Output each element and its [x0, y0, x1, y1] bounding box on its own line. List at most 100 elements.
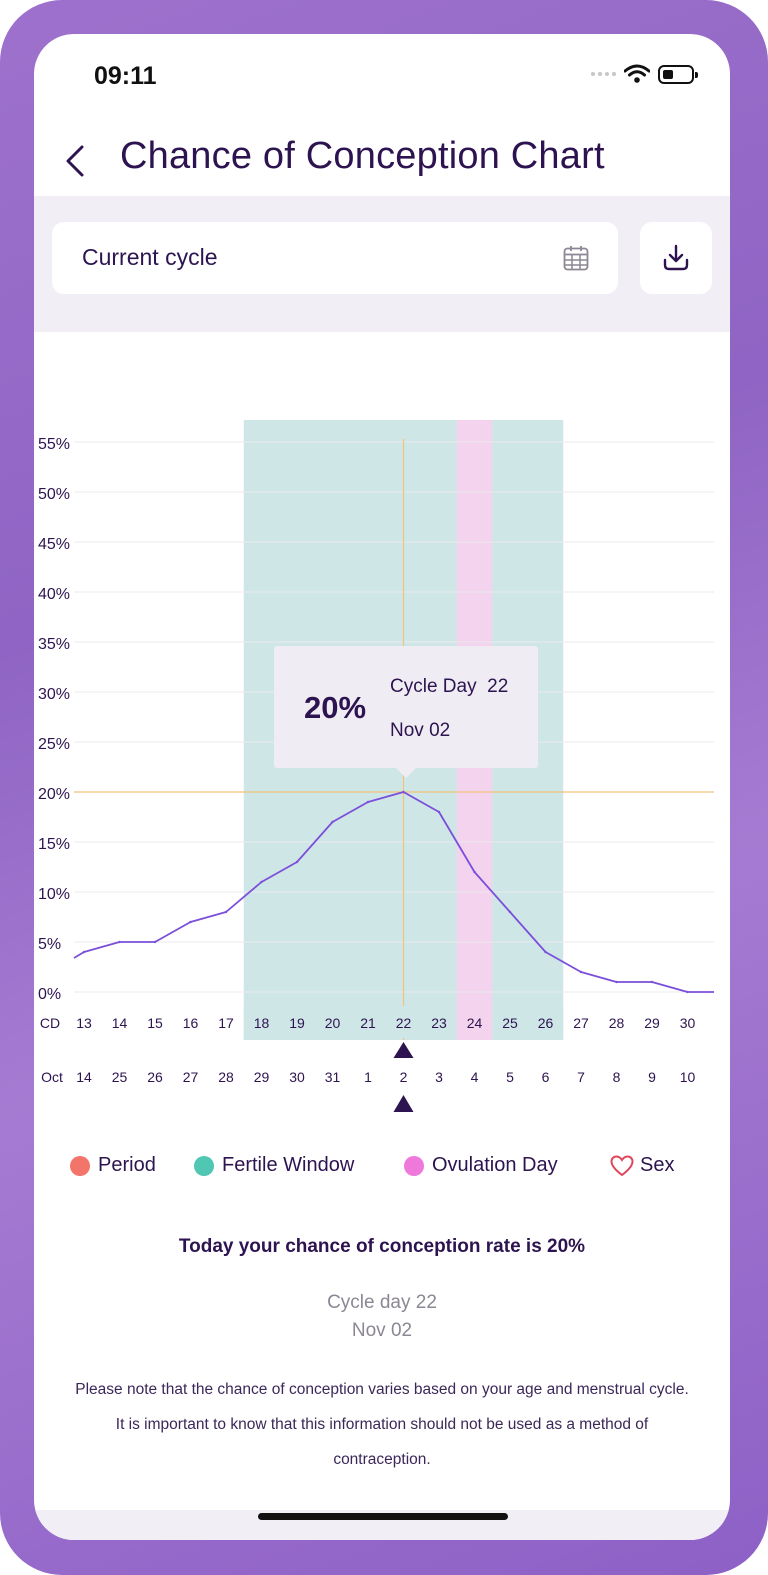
cycle-day-label: 15 [147, 1015, 163, 1031]
y-tick-label: 55% [38, 436, 70, 453]
legend-ovulation-day-label: Ovulation Day [432, 1154, 558, 1176]
cycle-selector[interactable]: Current cycle [52, 222, 618, 294]
date-label: 31 [325, 1069, 341, 1085]
disclaimer-note: Please note that the chance of conceptio… [75, 1381, 689, 1468]
data-point [437, 810, 441, 814]
tooltip-cycle-day-value: 22 [487, 676, 509, 697]
chevron-left-icon [66, 145, 84, 177]
tooltip-cycle-day: Cycle Day 22 [390, 676, 508, 698]
cycle-day-row-fertile [243, 1006, 564, 1038]
tooltip-date: Nov 02 [390, 720, 451, 741]
legend-period: Period [70, 1154, 156, 1177]
date-label: 14 [76, 1069, 92, 1085]
y-tick-label: 15% [38, 836, 70, 853]
filter-bar: Current cycle [34, 196, 730, 332]
data-point [331, 820, 334, 824]
legend-period-label: Period [98, 1154, 156, 1176]
date-label: 26 [147, 1069, 163, 1085]
data-point [82, 950, 86, 954]
signal-icon [591, 72, 616, 76]
header: Chance of Conception Chart [34, 129, 730, 193]
cycle-day-label: 22 [396, 1015, 412, 1031]
tooltip-cycle-day-label: Cycle Day [390, 676, 477, 697]
date-label: 7 [577, 1069, 585, 1085]
data-point [295, 860, 299, 864]
cycle-day-label: 23 [431, 1015, 447, 1031]
calendar-icon [563, 246, 589, 271]
legend-ovulation-day: Ovulation Day [404, 1154, 558, 1177]
date-label: 30 [289, 1069, 305, 1085]
data-point [224, 910, 228, 914]
date-label: 8 [613, 1069, 621, 1085]
legend-sex: Sex [610, 1154, 674, 1177]
data-point [153, 940, 157, 944]
cycle-day-label: 17 [218, 1015, 234, 1031]
date-label: 1 [364, 1069, 372, 1085]
data-point [544, 950, 547, 954]
y-tick-label: 20% [38, 786, 70, 803]
fertile-window-dot [194, 1155, 214, 1176]
back-button[interactable] [56, 135, 96, 185]
cycle-day-label: 20 [325, 1015, 341, 1031]
cycle-day-label: 30 [680, 1015, 696, 1031]
cycle-day-label: 29 [644, 1015, 660, 1031]
app-screen: 09:11 Chance of Conception Chart Current… [34, 34, 730, 1540]
page-title: Chance of Conception Chart [120, 135, 605, 177]
data-point [508, 910, 512, 914]
cd-prefix-label: CD [40, 1015, 60, 1031]
data-point [473, 870, 476, 874]
data-point [650, 980, 654, 984]
cycle-day-label: 21 [360, 1015, 376, 1031]
cycle-day-label: 19 [289, 1015, 305, 1031]
ovulation-day-dot [404, 1155, 424, 1176]
y-tick-label: 25% [38, 736, 70, 753]
heart-outline-icon [610, 1154, 634, 1176]
cycle-day-label: 16 [183, 1015, 199, 1031]
date-label: 3 [435, 1069, 443, 1085]
download-icon [663, 244, 689, 271]
today-marker-up [393, 1042, 414, 1058]
data-point [579, 970, 583, 974]
conception-chart[interactable]: 0%5%10%15%20%25%30%35%40%45%50%55%CD 13 14… [34, 34, 730, 1134]
legend-fertile-window-label: Fertile Window [222, 1154, 355, 1176]
cycle-day-label: 24 [467, 1015, 483, 1031]
download-button[interactable] [640, 222, 712, 294]
chart-tooltip: 20% Cycle Day 22 Nov 02 [274, 646, 538, 778]
data-point [402, 790, 405, 794]
battery-icon [658, 64, 698, 84]
data-point [260, 880, 263, 884]
date-label: 2 [400, 1069, 408, 1085]
y-tick-label: 35% [38, 636, 70, 653]
cycle-day-label: 18 [254, 1015, 270, 1031]
data-point [366, 800, 370, 804]
date-label: 5 [506, 1069, 514, 1085]
cycle-day-row-ovulation [456, 1006, 493, 1038]
date-label: 25 [112, 1069, 128, 1085]
date-label: 9 [648, 1069, 656, 1085]
data-point [686, 990, 689, 994]
y-tick-label: 30% [38, 686, 70, 703]
cycle-day-label: 13 [76, 1015, 92, 1031]
cycle-day-label: 25 [502, 1015, 518, 1031]
home-indicator [258, 1513, 508, 1520]
cycle-selector-label: Current cycle [82, 244, 218, 270]
conception-line [73, 791, 714, 993]
legend-sex-label: Sex [640, 1154, 675, 1176]
chart-legend: Period Fertile Window Ovulation Day Sex [70, 1154, 710, 1188]
y-tick-label: 40% [38, 586, 70, 603]
date-label: 6 [542, 1069, 550, 1085]
status-icons [591, 64, 698, 84]
today-marker-up-bottom [393, 1095, 414, 1112]
date-label: 29 [254, 1069, 270, 1085]
y-tick-label: 50% [38, 486, 70, 503]
legend-fertile-window: Fertile Window [194, 1154, 354, 1177]
cycle-day-label: 27 [573, 1015, 589, 1031]
wifi-icon [624, 64, 650, 83]
y-tick-label: 0% [38, 986, 61, 1003]
y-tick-label: 10% [38, 886, 70, 903]
data-point [615, 980, 618, 984]
data-point [118, 940, 121, 944]
month-prefix-label: Oct [41, 1069, 63, 1085]
cycle-day-label: 26 [538, 1015, 554, 1031]
status-time: 09:11 [94, 62, 157, 90]
